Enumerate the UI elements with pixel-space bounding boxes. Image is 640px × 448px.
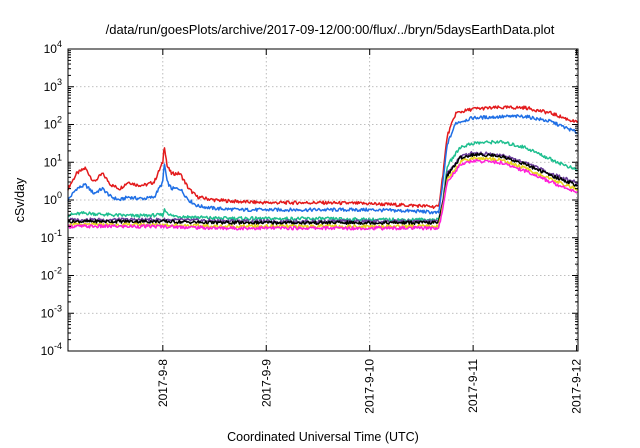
series-line: [67, 156, 579, 229]
y-tick-label: 10-2: [41, 266, 62, 283]
y-axis-label: cSv/day: [13, 177, 27, 222]
y-tick-label: 104: [44, 39, 62, 56]
y-tick-label: 101: [44, 152, 62, 169]
series-line: [67, 114, 578, 215]
x-tick-label: 2017-9-9: [259, 359, 273, 407]
y-axis: 10-4 10-3 10-2 10-1 100 101 102 103 104: [41, 39, 578, 358]
y-tick-label: 103: [44, 77, 62, 94]
x-tick-label: 2017-9-12: [570, 359, 584, 414]
y-tick-label: 10-3: [41, 303, 62, 320]
x-tick-label: 2017-9-8: [156, 359, 170, 407]
grid-layer: [68, 49, 578, 351]
x-tick-label: 2017-9-10: [363, 359, 377, 414]
y-tick-label: 100: [44, 190, 62, 207]
x-axis: 2017-9-8 2017-9-9 2017-9-10 2017-9-11 2017-9…: [156, 49, 584, 414]
series-line: [67, 105, 579, 210]
series-layer: [67, 105, 579, 231]
x-tick-label: 2017-9-11: [466, 359, 480, 413]
series-line: [67, 158, 578, 231]
series-line: [67, 139, 578, 223]
series-line: [67, 152, 578, 226]
x-axis-label: Coordinated Universal Time (UTC): [227, 430, 419, 444]
y-tick-label: 10-4: [41, 341, 62, 358]
y-tick-label: 10-1: [41, 228, 62, 245]
y-tick-label: 102: [44, 115, 62, 132]
chart-title: /data/run/goesPlots/archive/2017-09-12/0…: [106, 22, 555, 37]
